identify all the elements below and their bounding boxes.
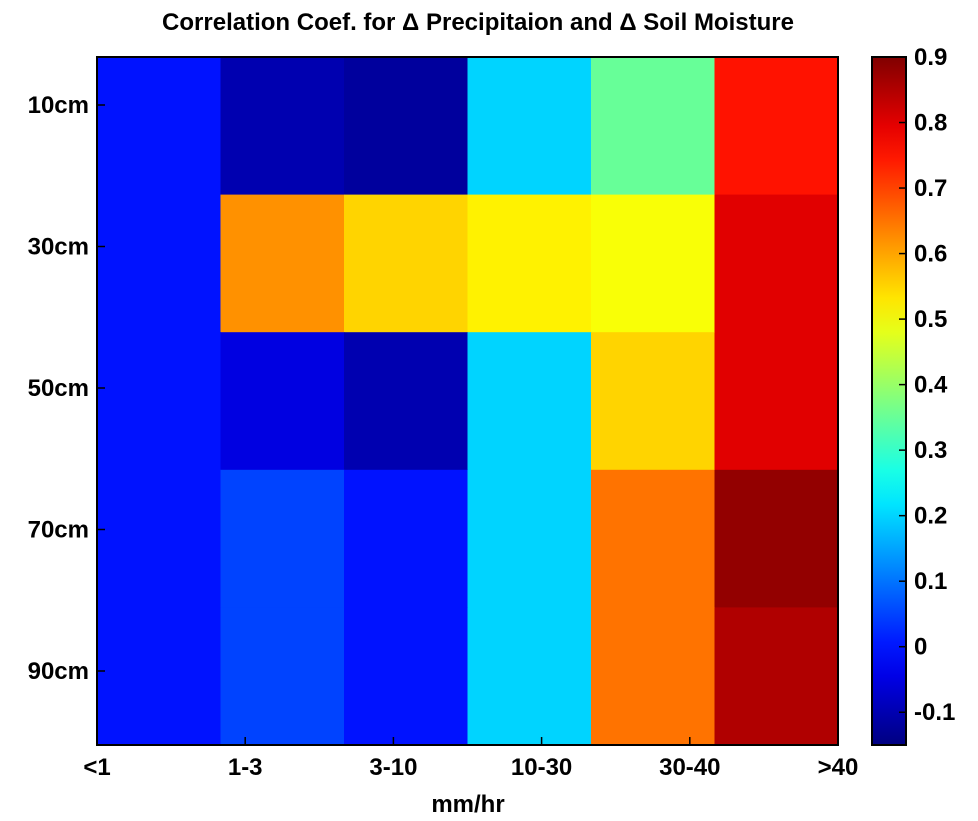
heatmap-cell	[220, 194, 345, 333]
y-tick-label: 50cm	[28, 375, 89, 402]
colorbar-ticks: -0.1 0 0.1 0.2 0.3 0.4 0.5 0.6 0.7 0.8 0.9	[899, 44, 955, 726]
y-tick-label: 30cm	[28, 234, 89, 261]
heatmap-cell	[591, 332, 715, 471]
heatmap-cell	[97, 57, 221, 196]
colorbar-tick-label: 0.9	[914, 44, 947, 71]
x-axis-ticks: <1 1-3 3-10 10-30 30-40 >40	[83, 737, 858, 781]
x-tick-label: 3-10	[369, 754, 417, 781]
heatmap-cell	[467, 332, 592, 471]
heatmap-cell	[591, 194, 715, 333]
colorbar-tick-label: -0.1	[914, 699, 955, 726]
y-tick-label: 10cm	[28, 92, 89, 119]
heatmap-cell	[467, 469, 592, 608]
heatmap-cell	[714, 194, 839, 333]
x-axis-label: mm/hr	[431, 791, 504, 818]
colorbar-gradient	[872, 57, 906, 745]
x-tick-label: <1	[83, 754, 110, 781]
heatmap-cell	[714, 332, 839, 471]
heatmap-cell	[344, 469, 468, 608]
heatmap-cell	[97, 469, 221, 608]
heatmap-cell	[97, 607, 221, 746]
x-tick-label: >40	[818, 754, 859, 781]
heatmap-cells	[97, 57, 839, 746]
colorbar-tick-label: 0.3	[914, 437, 947, 464]
heatmap-cell	[344, 194, 468, 333]
y-tick-label: 90cm	[28, 658, 89, 685]
colorbar-frame	[871, 56, 907, 746]
heatmap-cell	[467, 194, 592, 333]
x-tick-label: 10-30	[511, 754, 572, 781]
heatmap-cell	[220, 332, 345, 471]
colorbar-tick-label: 0.5	[914, 306, 947, 333]
heatmap-cell	[220, 57, 345, 196]
heatmap-cell	[467, 607, 592, 746]
colorbar: -0.1 0 0.1 0.2 0.3 0.4 0.5 0.6 0.7 0.8 0.9	[871, 44, 955, 746]
heatmap-cell	[591, 469, 715, 608]
heatmap-cell	[97, 194, 221, 333]
heatmap-cell	[714, 469, 839, 608]
x-tick-label: 1-3	[228, 754, 263, 781]
heatmap-cell	[220, 607, 345, 746]
colorbar-tick-label: 0.4	[914, 372, 948, 399]
heatmap-cell	[591, 57, 715, 196]
plot-frame	[96, 56, 839, 746]
heatmap-cell	[467, 57, 592, 196]
y-axis-ticks: 10cm 30cm 50cm 70cm 90cm	[28, 92, 105, 685]
chart-title: Correlation Coef. for Δ Precipitaion and…	[162, 9, 794, 36]
colorbar-tick-label: 0.8	[914, 110, 947, 137]
heatmap-cell	[97, 332, 221, 471]
heatmap-cell	[344, 332, 468, 471]
heatmap-cell	[220, 469, 345, 608]
colorbar-tick-label: 0.2	[914, 503, 947, 530]
heatmap-cell	[591, 607, 715, 746]
heatmap-cell	[714, 607, 839, 746]
heatmap-cell	[344, 607, 468, 746]
heatmap-cell	[714, 57, 839, 196]
colorbar-tick-label: 0	[914, 634, 927, 661]
x-tick-label: 30-40	[659, 754, 720, 781]
plot-area	[96, 56, 839, 746]
colorbar-tick-label: 0.6	[914, 241, 947, 268]
colorbar-tick-label: 0.1	[914, 568, 947, 595]
colorbar-tick-label: 0.7	[914, 175, 947, 202]
y-tick-label: 70cm	[28, 517, 89, 544]
heatmap-cell	[344, 57, 468, 196]
